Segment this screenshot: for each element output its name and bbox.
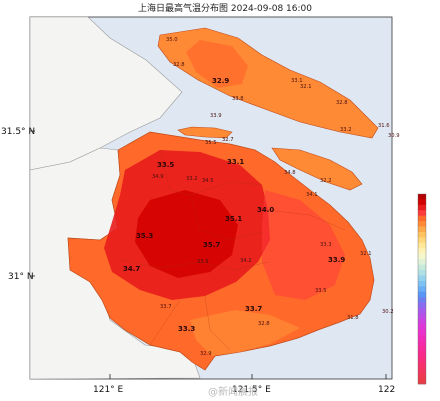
- station-value: 32.8: [173, 62, 185, 68]
- station-value: 34.7: [123, 265, 140, 273]
- district-lines: [119, 149, 346, 351]
- station-value: 34.8: [284, 170, 296, 176]
- lon-label-121: 121° E: [93, 385, 124, 395]
- axis-ticks: [30, 130, 387, 379]
- legend-swatch: [418, 232, 426, 238]
- station-value: 33.7: [160, 304, 172, 310]
- station-value: 33.9: [328, 256, 345, 264]
- legend-swatch: [418, 324, 426, 331]
- east-warm: [262, 190, 345, 300]
- legend-swatch: [418, 275, 426, 282]
- station-value: 35.7: [203, 241, 220, 249]
- station-value: 34.1: [306, 192, 318, 198]
- legend-swatch: [418, 215, 426, 222]
- legend-swatch: [418, 204, 426, 211]
- station-value: 31.6: [378, 123, 390, 129]
- legend-swatch: [418, 378, 426, 385]
- station-value: 30.2: [382, 309, 394, 315]
- legend-swatch: [418, 373, 426, 379]
- station-value: 33.5: [315, 288, 327, 294]
- page-title: 上海日最高气温分布图 2024-09-08 16:00: [138, 2, 312, 14]
- legend-swatch: [418, 308, 426, 314]
- station-value: 32.8: [336, 100, 348, 106]
- legend-swatch: [418, 280, 426, 287]
- station-value: 33.8: [232, 96, 244, 102]
- legend-swatch: [418, 356, 426, 363]
- station-value: 32.1: [300, 84, 312, 90]
- station-value: 35.0: [166, 37, 178, 43]
- station-value: 33.2: [186, 176, 198, 182]
- station-value: 35.5: [205, 140, 217, 146]
- legend-swatch: [418, 302, 426, 309]
- legend-swatch: [418, 346, 426, 352]
- station-value: 35.1: [225, 215, 242, 223]
- legend-swatch: [418, 259, 426, 265]
- legend-swatch: [418, 362, 426, 369]
- legend-border: [417, 193, 427, 385]
- legend-swatch: [418, 313, 426, 320]
- south-cooler: [190, 310, 300, 356]
- station-value: 33.7: [245, 305, 262, 313]
- station-values: 35.032.832.933.833.132.132.833.231.630.9…: [123, 37, 400, 357]
- station-value: 33.9: [210, 113, 222, 119]
- station-value: 32.9: [212, 77, 229, 85]
- station-value: 32.2: [320, 178, 332, 184]
- legend-swatch: [418, 248, 426, 255]
- legend-swatch: [418, 264, 426, 271]
- lat-label-31-5: 31.5° N: [1, 127, 35, 137]
- station-value: 34.9: [152, 174, 164, 180]
- station-value: 34.5: [202, 178, 214, 184]
- legend-swatch: [418, 194, 426, 200]
- legend-swatch: [418, 297, 426, 303]
- station-value: 31.8: [347, 315, 359, 321]
- legend-swatch: [418, 351, 426, 358]
- legend-swatch: [418, 226, 426, 233]
- station-value: 32.8: [258, 321, 270, 327]
- legend-swatch: [418, 318, 426, 325]
- station-value: 30.9: [388, 133, 400, 139]
- legend-swatch: [418, 340, 426, 347]
- station-value: 33.1: [291, 78, 303, 84]
- legend-swatch: [418, 335, 426, 341]
- hengsha-island: [271, 147, 363, 191]
- lon-label-122: 122: [378, 385, 395, 395]
- station-value: 33.3: [178, 325, 195, 333]
- station-value: 35.3: [136, 232, 153, 240]
- station-value: 33.3: [320, 242, 332, 248]
- legend-swatch: [418, 329, 426, 336]
- watermark: @新闻晨报: [208, 385, 258, 398]
- station-value: 32.1: [360, 251, 372, 257]
- station-value: 33.1: [227, 158, 244, 166]
- station-value: 33.9: [197, 259, 209, 265]
- station-value: 34.2: [240, 258, 252, 264]
- legend-swatch: [418, 237, 426, 244]
- legend-swatch: [418, 242, 426, 249]
- station-value: 33.2: [340, 127, 352, 133]
- lat-label-31: 31° N: [8, 272, 34, 282]
- lon-label-121-5: 121.5° E: [232, 385, 271, 395]
- color-legend: [417, 193, 427, 385]
- legend-swatch: [418, 286, 426, 293]
- changxing-island: [177, 126, 233, 139]
- legend-swatch: [418, 253, 426, 260]
- legend-swatch: [418, 291, 426, 298]
- legend-swatch: [418, 210, 426, 217]
- hottest-zone: [135, 190, 238, 278]
- station-value: 32.9: [200, 351, 212, 357]
- legend-swatch: [418, 221, 426, 227]
- legend-swatch: [418, 199, 426, 206]
- legend-swatch: [418, 270, 426, 276]
- chongming-warm: [186, 40, 248, 88]
- station-value: 34.0: [257, 206, 274, 214]
- station-value: 33.5: [157, 161, 174, 169]
- legend-swatch: [418, 367, 426, 374]
- station-value: 32.7: [222, 137, 234, 143]
